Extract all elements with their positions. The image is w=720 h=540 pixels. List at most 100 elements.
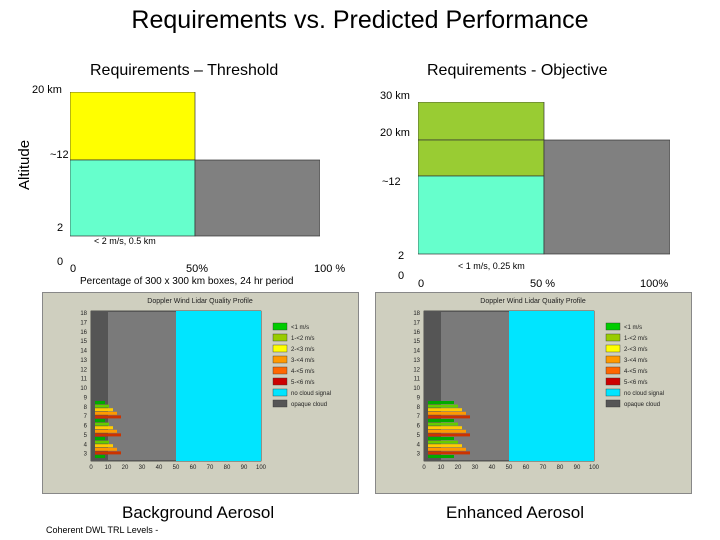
legend-label: 3-<4 m/s [291,358,315,364]
x-tick: 70 [540,465,547,471]
zone-2 [70,159,196,237]
profile-bar [95,419,105,422]
x-tick: 90 [241,465,248,471]
profile-bar [428,401,454,404]
y-tick: 16 [80,330,87,336]
legend-label: opaque cloud [624,402,660,408]
y-tick: 9 [417,395,421,401]
threshold-chart: < 3 m/s, N/A km< 3 m/s, 1 km< 2 m/s, 0.5… [70,92,320,246]
y-tick: 15 [413,339,420,345]
y-tick: 5 [417,433,421,439]
profile-bar [95,433,121,437]
y-tick: 4 [84,442,88,448]
legend-label: 4-<5 m/s [624,369,648,375]
threshold-tick-20km: 20 km [32,84,62,96]
objective-title: Requirements - Objective [427,62,608,79]
profile-bar [95,422,109,426]
enhanced-aerosol-profile: Doppler Wind Lidar Quality Profile 18 17 16… [413,298,664,471]
profile-bar [95,444,113,448]
x-tick: 100 [589,465,600,471]
y-tick: 5 [84,433,88,439]
profile-bar [95,415,121,419]
profile-bar [428,404,458,408]
profile-bar [95,404,109,408]
profile-bar [95,401,105,404]
legend-label: 3-<4 m/s [624,358,648,364]
objective-tick-20km: 20 km [380,127,410,139]
threshold-tick-0: 0 [57,256,64,268]
legend-swatch [272,388,288,397]
legend-swatch [272,355,288,364]
profile-bar [95,451,121,455]
profile-bar [95,440,109,444]
legend-swatch [605,344,621,353]
profile-bar [428,426,462,430]
objective-chart: < 2 m/s, 2 km< 2 m/s, 0.5 km< 1 m/s, 0.2… [418,102,670,271]
threshold-tick-2: 2 [57,222,64,234]
objective-x-tick-50: 50 % [530,278,556,290]
legend-swatch [272,377,288,386]
legend-label: <1 m/s [291,325,309,331]
objective-x-tick-0: 0 [418,278,425,290]
profile-bar [95,437,105,440]
legend-swatch [605,377,621,386]
y-tick: 7 [84,414,88,420]
y-tick: 3 [417,452,421,458]
y-tick: 11 [81,377,88,383]
legend-swatch [605,366,621,375]
profile-bar [428,415,470,419]
profile-bar [428,455,454,458]
x-tick: 80 [557,465,564,471]
y-tick: 3 [84,452,88,458]
zone-2 [418,139,545,177]
x-tick: 10 [105,465,112,471]
profile-bar [95,429,117,433]
profile-bar [95,411,117,415]
y-tick: 4 [417,442,421,448]
legend-label: no cloud signal [291,391,331,397]
profile-bar [95,447,117,451]
y-tick: 12 [413,367,420,373]
y-tick: 8 [417,405,421,411]
legend-label: 4-<5 m/s [291,369,315,375]
y-tick: 17 [413,320,420,326]
y-tick: 7 [417,414,421,420]
legend-label: opaque cloud [291,402,327,408]
zone-1 [70,92,196,161]
y-tick: 6 [84,424,88,430]
threshold-title: Requirements – Threshold [90,62,279,79]
legend-swatch [272,399,288,408]
y-tick: 18 [413,311,420,317]
legend-swatch [272,333,288,342]
y-tick: 9 [84,395,88,401]
y-tick: 10 [80,386,87,392]
zone-1 [418,102,545,141]
legend-swatch [272,344,288,353]
x-tick: 40 [489,465,496,471]
x-tick: 10 [438,465,445,471]
x-tick: 50 [173,465,180,471]
y-tick: 11 [414,377,421,383]
y-tick: 15 [80,339,87,345]
altitude-axis-label: Altitude [16,139,33,190]
profile-bar [428,411,466,415]
x-tick: 0 [89,465,93,471]
background-aerosol-profile: Doppler Wind Lidar Quality Profile 18 17 16… [80,298,331,471]
x-tick: 20 [455,465,462,471]
objective-tick-30km: 30 km [380,90,410,102]
objective-tick-12: ~12 [382,176,401,188]
legend-swatch [272,366,288,375]
threshold-x-tick-50: 50% [186,263,209,275]
x-tick: 40 [156,465,163,471]
legend-label: 1-<2 m/s [624,336,648,342]
x-tick: 30 [472,465,479,471]
zone-3 [418,175,545,255]
profile-bar [428,451,470,455]
x-tick: 80 [224,465,231,471]
x-tick: 20 [122,465,129,471]
legend-label: 2-<3 m/s [624,347,648,353]
profile-bar [428,437,454,440]
legend-swatch [605,388,621,397]
profile-bar [428,440,458,444]
threshold-x-axis-label: Percentage of 300 x 300 km boxes, 24 hr … [80,276,294,287]
